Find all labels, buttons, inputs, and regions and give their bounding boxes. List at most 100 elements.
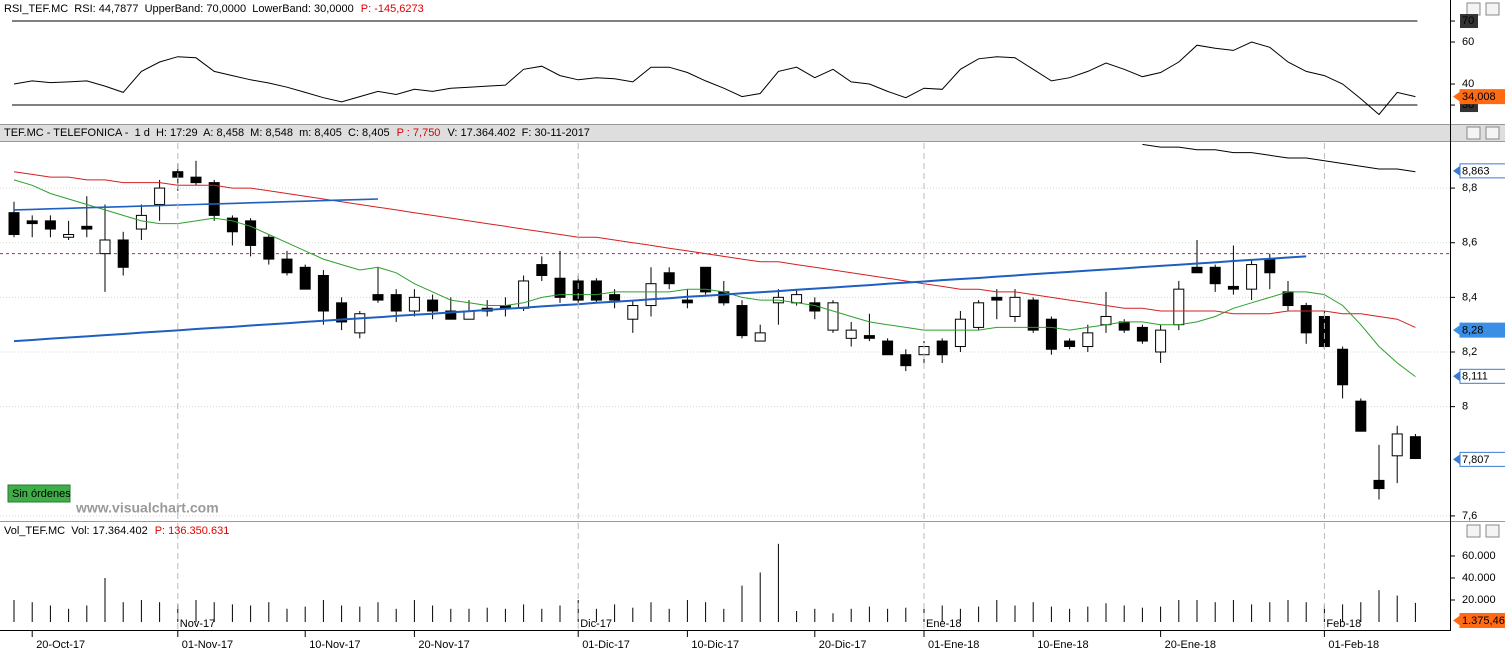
- panel-button[interactable]: [1466, 524, 1481, 538]
- candle-body: [754, 332, 766, 342]
- header-segment: RSI_TEF.MC RSI: 44,7877 UpperBand: 70,00…: [4, 3, 354, 15]
- candle-body: [791, 294, 803, 304]
- panel-button[interactable]: [1485, 126, 1500, 140]
- candle-body: [1373, 479, 1385, 490]
- y-tick-label: 8,2: [1462, 346, 1477, 358]
- candle-body: [1264, 258, 1276, 274]
- y-tick-label: 40.000: [1462, 572, 1496, 584]
- candle-body: [827, 302, 839, 331]
- candle-body: [1246, 264, 1258, 290]
- candle-body: [226, 217, 238, 233]
- panel-button[interactable]: [1466, 2, 1481, 16]
- orders-button[interactable]: [7, 484, 71, 503]
- candle-body: [1191, 266, 1203, 274]
- indicator-line: [13, 198, 379, 211]
- value-tag: [1459, 451, 1505, 467]
- indicator-line: [13, 179, 1416, 377]
- candle-body: [135, 214, 147, 230]
- candle-body: [1337, 348, 1349, 386]
- candle-body: [336, 302, 348, 323]
- candle-body: [1173, 288, 1185, 326]
- candle-body: [63, 234, 75, 238]
- value-tag-arrow: [1453, 165, 1460, 176]
- x-tick-label: 20-Oct-17: [36, 639, 85, 651]
- candle-body: [99, 239, 111, 255]
- month-label: Dic-17: [580, 618, 612, 630]
- value-tag: [1459, 322, 1505, 338]
- value-tag: [1459, 163, 1505, 179]
- candle-body: [518, 280, 530, 309]
- candle-body: [609, 294, 621, 301]
- header-segment: Vol_TEF.MC Vol: 17.364.402: [4, 525, 148, 537]
- y-tick-label: 60.000: [1462, 550, 1496, 562]
- candle-body: [8, 212, 20, 236]
- value-tag-arrow: [1453, 615, 1460, 626]
- y-tick-label: 8,6: [1462, 237, 1477, 249]
- panel-buttons[interactable]: [1466, 2, 1500, 538]
- header-segment: TEF.MC - TELEFONICA - 1 d H: 17:29 A: 8,…: [4, 127, 390, 139]
- value-tag: [1459, 368, 1505, 384]
- panel-button[interactable]: [1485, 2, 1500, 16]
- y-tick-label: 7,6: [1462, 510, 1477, 522]
- candle-body: [627, 305, 639, 320]
- candle-body: [973, 302, 985, 328]
- panel-header: Vol_TEF.MC Vol: 17.364.402 P: 136.350.631: [4, 525, 229, 537]
- indicator-line: [13, 171, 1416, 328]
- candle-body: [645, 283, 657, 307]
- y-tick-label: 40: [1462, 78, 1474, 90]
- candle-body: [1100, 315, 1112, 326]
- x-tick-label: 01-Dic-17: [582, 639, 630, 651]
- value-tag-label: 8,863: [1462, 165, 1490, 177]
- header-segment: P: 136.350.631: [155, 525, 230, 537]
- candle-body: [1155, 329, 1167, 353]
- header-segment: P: -145,6273: [361, 3, 424, 15]
- candle-body: [299, 266, 311, 290]
- value-tag-arrow: [1453, 325, 1460, 336]
- candle-body: [1409, 436, 1421, 460]
- candle-body: [554, 277, 566, 298]
- panel-button[interactable]: [1466, 126, 1481, 140]
- value-tag-label: 8,111: [1462, 371, 1488, 383]
- band-tick-box: [1460, 14, 1478, 29]
- indicator-line: [13, 255, 1307, 343]
- value-tag-label: 7,807: [1462, 454, 1490, 466]
- x-tick-label: 20-Nov-17: [418, 639, 469, 651]
- x-tick-label: 10-Nov-17: [309, 639, 360, 651]
- candle-body: [445, 310, 457, 320]
- candle-body: [408, 296, 420, 312]
- value-tag-arrow: [1453, 91, 1460, 102]
- candle-body: [536, 264, 548, 276]
- candle-body: [590, 280, 602, 301]
- candle-body: [1064, 340, 1076, 348]
- candle-body: [1209, 266, 1221, 285]
- candle-body: [208, 182, 220, 216]
- panel-header: RSI_TEF.MC RSI: 44,7877 UpperBand: 70,00…: [4, 3, 424, 15]
- watermark: www.visualchart.com: [75, 500, 219, 516]
- candle-body: [317, 274, 329, 312]
- candle-body: [1391, 433, 1403, 457]
- candle-body: [190, 176, 202, 184]
- candle-body: [1318, 315, 1330, 348]
- candle-body: [281, 258, 293, 274]
- candle-body: [427, 299, 439, 312]
- candle-body: [1136, 326, 1148, 342]
- y-tick-label: 60: [1462, 36, 1474, 48]
- value-tag-arrow: [1453, 454, 1460, 465]
- x-tick-label: 01-Feb-18: [1328, 639, 1379, 651]
- x-tick-label: 10-Ene-18: [1037, 639, 1088, 651]
- rsi-line: [13, 41, 1416, 116]
- candle-body: [117, 239, 129, 268]
- panel-header: TEF.MC - TELEFONICA - 1 d H: 17:29 A: 8,…: [4, 127, 590, 139]
- candle-body: [390, 294, 402, 312]
- y-tick-label: 8,8: [1462, 182, 1477, 194]
- candle-body: [1082, 332, 1094, 348]
- value-tag: [1459, 612, 1505, 628]
- candle-body: [44, 220, 56, 230]
- candle-body: [81, 225, 93, 230]
- candle-body: [1009, 296, 1021, 317]
- value-tag-label: 1.375,46: [1462, 615, 1505, 627]
- candle-body: [1282, 291, 1294, 307]
- panel-button[interactable]: [1485, 524, 1500, 538]
- candle-body: [863, 335, 875, 339]
